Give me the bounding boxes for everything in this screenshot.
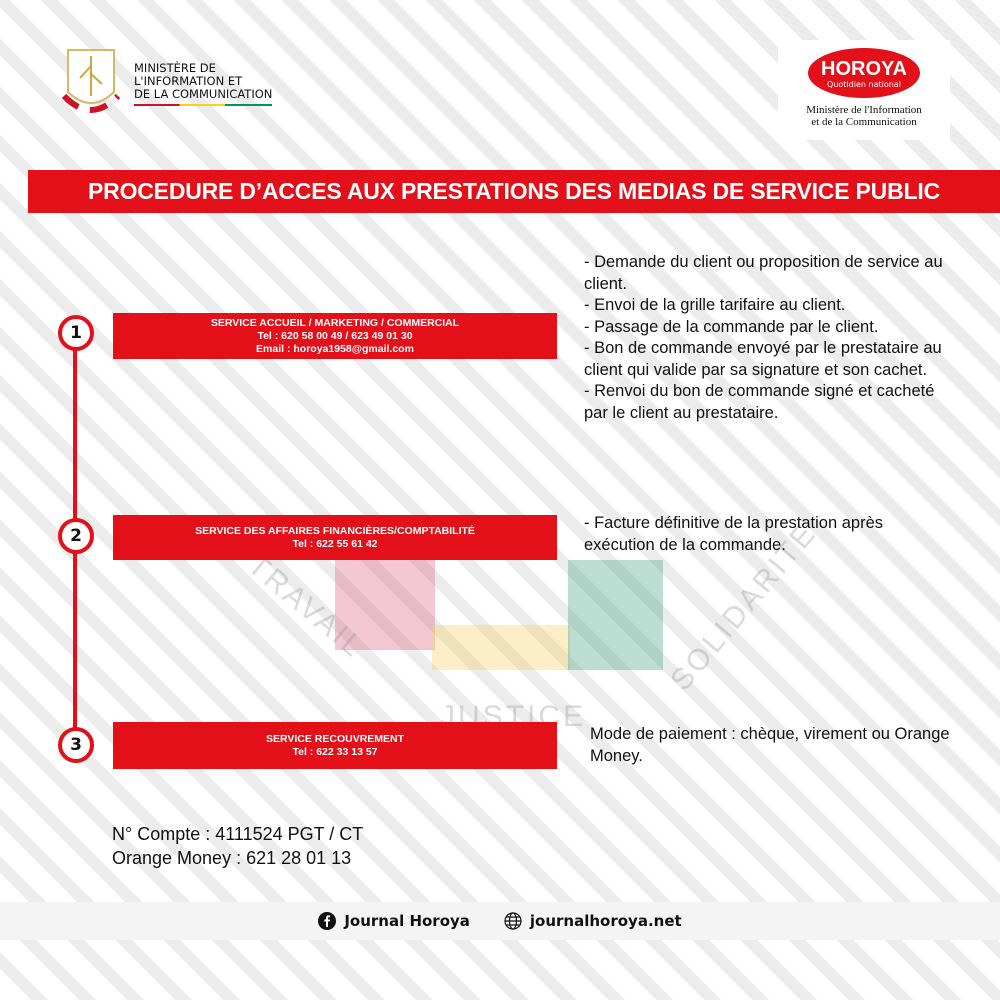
step-3-service-name: SERVICE RECOUVREMENT [265,732,405,745]
step-3-description: Mode de paiement : chèque, virement ou O… [590,724,950,767]
step-1-email: Email : horoya1958@gmail.com [256,342,414,355]
description-item: - Facture définitive de la prestation ap… [584,514,883,554]
description-item: - Envoi de la grille tarifaire au client… [584,296,846,314]
ministry-line-2: L'INFORMATION ET [134,74,243,88]
step-1-service-name: SERVICE ACCUEIL / MARKETING / COMMERCIAL [210,316,460,329]
step-2-service-box: SERVICE DES AFFAIRES FINANCIÈRES/COMPTAB… [113,515,557,560]
description-item: - Passage de la commande par le client. [584,317,879,336]
step-1-description: - Demande du client ou proposition de se… [584,252,944,424]
account-number: N° Compte : 4111524 PGT / CT [112,824,364,844]
horoya-logo: HOROYA Quotidien national Ministère de l… [778,40,950,140]
watermark-arc-red [335,560,435,650]
step-3-service-box: SERVICE RECOUVREMENT Tel : 622 33 13 57 [113,722,557,769]
step-number-2: 2 [58,518,94,554]
step-2-description: - Facture définitive de la prestation ap… [584,513,944,556]
horoya-ministry-1: Ministère de l'Information [806,104,922,116]
facebook-link[interactable]: Journal Horoya [318,912,470,930]
ministry-logo: MINISTÈRE DE L'INFORMATION ET DE LA COMM… [60,44,273,124]
description-item: - Demande du client ou proposition de se… [584,253,943,293]
step-number-3: 3 [58,727,94,763]
horoya-tagline: Quotidien national [827,79,901,89]
ministry-line-1: MINISTÈRE DE [134,61,216,75]
facebook-label: Journal Horoya [344,912,470,930]
globe-icon [504,912,522,930]
orange-money-number: Orange Money : 621 28 01 13 [112,848,352,868]
page-title: PROCEDURE D’ACCES AUX PRESTATIONS DES ME… [28,170,1000,213]
step-1-service-box: SERVICE ACCUEIL / MARKETING / COMMERCIAL… [113,313,557,359]
account-info: N° Compte : 4111524 PGT / CT Orange Mone… [112,822,363,870]
step-1-tel: Tel : 620 58 00 49 / 623 49 01 30 [257,329,413,342]
horoya-name: HOROYA [821,57,907,80]
step-2-service-name: SERVICE DES AFFAIRES FINANCIÈRES/COMPTAB… [195,524,475,537]
ministry-line-3: DE LA COMMUNICATION [134,87,273,101]
step-2-tel: Tel : 622 55 61 42 [292,537,378,550]
website-label: journalhoroya.net [529,912,682,930]
description-item: Mode de paiement : chèque, virement ou O… [590,725,950,765]
facebook-icon [318,912,337,930]
watermark-arc-green [568,560,663,670]
step-number-1: 1 [58,315,94,351]
footer: Journal Horoya journalhoroya.net [0,902,1000,940]
horoya-ministry-2: et de la Communication [811,116,917,128]
website-link[interactable]: journalhoroya.net [504,912,682,930]
coat-of-arms-icon [61,49,121,113]
tricolor-underline [134,104,273,106]
description-item: - Bon de commande envoyé par le prestata… [584,339,942,379]
watermark-arc-yellow [432,625,570,670]
step-3-tel: Tel : 622 33 13 57 [292,745,378,758]
description-item: - Renvoi du bon de commande signé et cac… [584,382,935,422]
